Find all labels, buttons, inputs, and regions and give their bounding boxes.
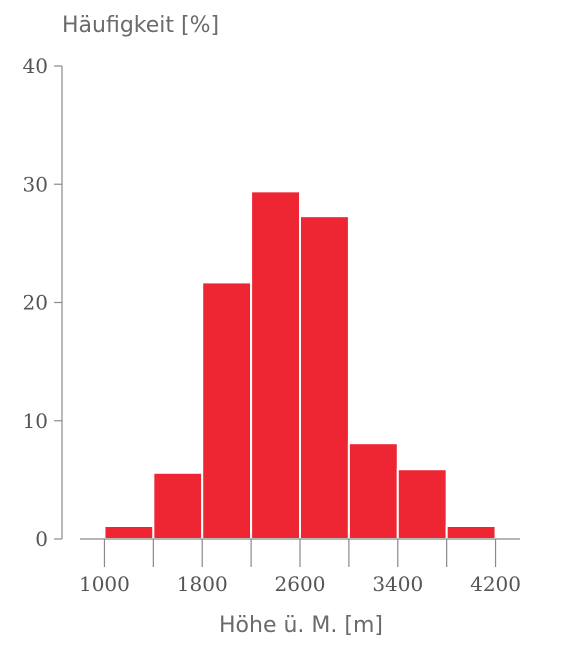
histogram-bar (201, 281, 253, 540)
x-tick-label: 1000 (79, 572, 130, 596)
histogram-bar (250, 190, 302, 540)
y-tick-label: 40 (23, 54, 48, 78)
histogram-bar (445, 524, 497, 540)
histogram-bar (152, 471, 204, 540)
x-tick-label: 3400 (372, 572, 423, 596)
x-tick-label: 4200 (470, 572, 521, 596)
y-tick-label: 0 (35, 527, 48, 551)
histogram-bar (396, 468, 448, 541)
histogram-bar (103, 524, 155, 540)
histogram-bar (347, 442, 399, 540)
y-tick-label: 10 (23, 409, 48, 433)
histogram-bar (299, 215, 350, 541)
bars-group (103, 190, 497, 541)
y-axis-ticks: 0 10 20 30 40 (23, 54, 62, 551)
y-tick-label: 30 (23, 172, 48, 196)
y-tick-label: 20 (23, 291, 48, 315)
y-axis-title: Häufigkeit [%] (62, 13, 219, 38)
x-axis-ticks: 1000 1800 2600 3400 4200 (79, 539, 521, 596)
x-axis-title: Höhe ü. M. [m] (219, 613, 383, 638)
x-tick-label: 2600 (275, 572, 326, 596)
x-tick-label: 1800 (177, 572, 228, 596)
